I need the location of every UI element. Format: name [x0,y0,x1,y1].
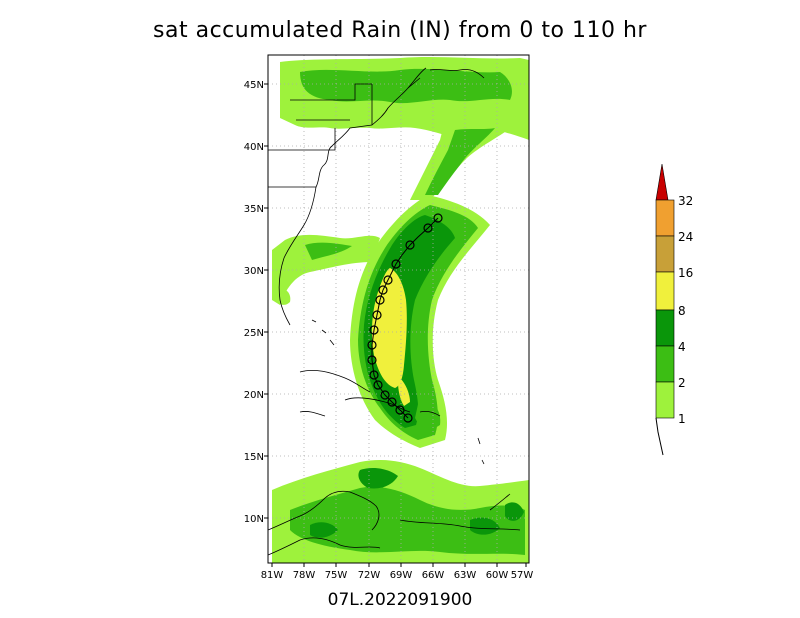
coastlines [268,67,521,556]
legend-label: 1 [678,412,686,426]
legend-swatch [655,235,675,273]
lon-tick-label: 78W [293,570,316,581]
lon-axis: 81W 78W 75W 72W 69W 66W 63W 60W 57W [261,570,534,581]
rain-area-south-dark [358,468,398,489]
legend-swatch [655,381,675,419]
lon-tick-label: 60W [486,570,509,581]
lat-tick-label: 40N [244,142,264,153]
lat-tick-label: 20N [244,390,264,401]
lon-tick-label: 69W [390,570,413,581]
hurricane-track [371,217,439,419]
lat-tick-label: 25N [244,328,264,339]
lon-tick-label: 72W [358,570,381,581]
storm-id-text: 07L.2022091900 [327,590,473,610]
legend-label: 4 [678,340,686,354]
rain-area-west [272,234,380,305]
legend-swatch [655,199,675,237]
legend-cap-triangle [655,163,669,201]
chart-title: sat accumulated Rain (IN) from 0 to 110 … [153,18,647,43]
rain-area-north-mid [300,68,512,104]
lat-axis: 45N 40N 35N 30N 25N 20N 15N 10N [244,80,264,525]
legend-label: 8 [678,304,686,318]
map-grid [268,55,529,563]
lat-tick-label: 30N [244,266,264,277]
rain-area-south-dark-4 [505,502,524,521]
lat-tick-label: 15N [244,452,264,463]
legend-label: 32 [678,194,693,208]
lat-tick-label: 35N [244,204,264,215]
rain-band-ne-inner [425,128,495,195]
legend-swatch [655,309,675,347]
lon-tick-label: 81W [261,570,284,581]
lon-ticks [271,563,527,567]
lon-tick-label: 75W [325,570,348,581]
color-legend: 32 24 16 8 4 2 1 [655,163,693,456]
legend-swatch [655,345,675,383]
rain-area-west-inner [305,242,352,260]
rain-area-south-dark-2 [310,522,338,538]
lat-tick-label: 45N [244,80,264,91]
legend-label: 24 [678,230,693,244]
legend-label: 16 [678,266,693,280]
hurricane-symbol-icon [367,213,443,423]
legend-tail [655,417,664,456]
storm-id-label: 07L.2022091900 [0,590,800,610]
map-border [267,54,530,564]
legend-swatch [655,271,675,311]
rain-area-south-dark-3 [470,517,500,535]
lon-tick-label: 63W [454,570,477,581]
legend-label: 2 [678,376,686,390]
lat-tick-label: 10N [244,514,264,525]
lat-ticks [264,83,268,519]
lon-tick-label: 57W [511,570,534,581]
lon-tick-label: 66W [422,570,445,581]
